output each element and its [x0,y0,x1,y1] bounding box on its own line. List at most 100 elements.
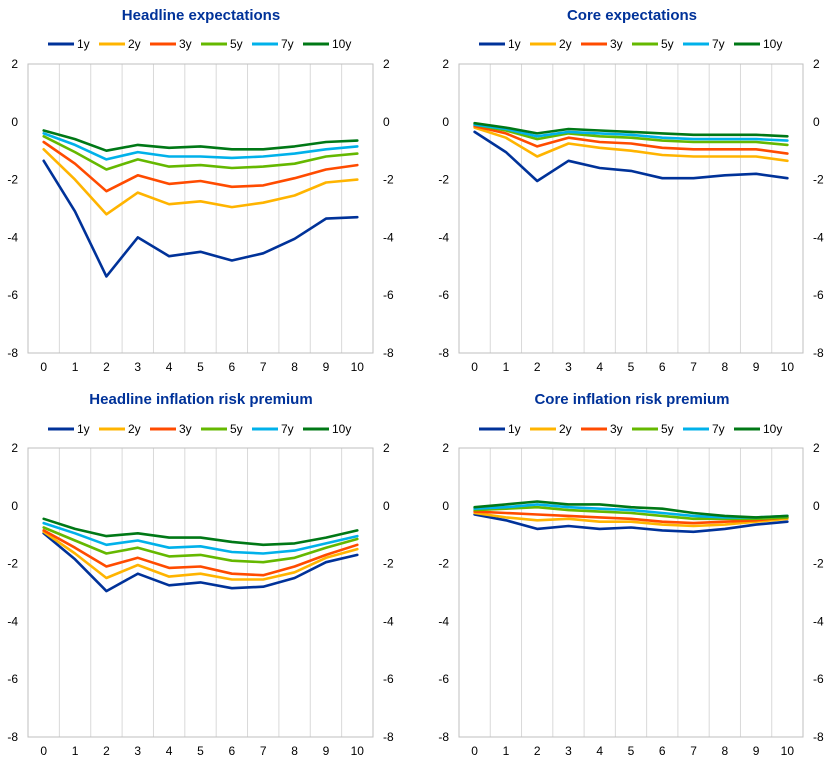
y-tick-label-right: -2 [813,173,824,187]
x-tick-label: 4 [596,744,603,758]
y-tick-label-left: -8 [438,346,449,360]
x-tick-label: 10 [781,360,795,374]
chart-panel-2: Headline inflation risk premium 1y 2y 3y 5y 7… [7,391,394,758]
x-tick-label: 5 [628,744,635,758]
y-tick-label-right: -4 [383,230,394,244]
legend-label: 7y [281,422,294,436]
x-tick-label: 4 [596,360,603,374]
x-tick-label: 7 [690,360,697,374]
x-tick-label: 0 [471,360,478,374]
series-line-2y [473,511,789,528]
y-tick-label-left: -4 [7,614,18,628]
x-tick-label: 6 [659,360,666,374]
x-tick-label: 10 [351,744,365,758]
y-tick-label-left: 0 [442,499,449,513]
y-tick-label-left: -4 [438,230,449,244]
series-line-10y [42,517,359,547]
y-tick-label-left: -8 [7,346,18,360]
y-tick-label-right: -2 [383,173,394,187]
y-tick-label-right: -4 [813,230,824,244]
x-tick-label: 9 [323,360,330,374]
x-tick-label: 9 [753,744,760,758]
chart-title: Headline inflation risk premium [89,391,312,408]
legend-label: 1y [508,37,521,51]
legend-item: 5y [632,422,674,436]
y-tick-label-right: -6 [813,288,824,302]
legend-label: 3y [610,422,623,436]
x-tick-label: 8 [291,360,298,374]
y-tick-label-right: -8 [813,346,824,360]
y-tick-label-left: -2 [438,173,449,187]
series-line-3y [473,124,789,155]
y-tick-label-left: -8 [438,730,449,744]
chart-panel-0: Headline expectations 1y 2y 3y 5y 7y 10y 2 2 0 0 -2… [7,7,394,374]
legend-item: 7y [683,422,725,436]
legend-item: 2y [99,37,141,51]
y-tick-label-left: -8 [7,730,18,744]
y-tick-label-left: 2 [11,57,18,71]
series-line-7y [473,123,789,142]
x-tick-label: 3 [565,744,572,758]
x-tick-label: 3 [134,744,141,758]
x-tick-label: 5 [628,360,635,374]
series-line-5y [473,123,789,147]
series-line-5y [473,505,789,521]
y-tick-label-left: 2 [442,441,449,455]
series-line-10y [473,121,789,138]
legend-item: 7y [252,37,294,51]
legend-item: 5y [201,422,243,436]
legend-label: 10y [763,422,782,436]
x-tick-label: 8 [721,360,728,374]
y-tick-label-left: -4 [438,614,449,628]
series-line-2y [473,126,789,163]
legend-item: 2y [99,422,141,436]
legend-item: 1y [48,37,90,51]
legend-item: 5y [201,37,243,51]
legend-item: 1y [479,37,521,51]
legend-item: 3y [581,37,623,51]
series-line-2y [42,148,359,216]
legend-label: 5y [661,422,674,436]
plot-frame [458,63,804,354]
y-tick-label-right: -8 [383,730,394,744]
chart-title: Core expectations [567,7,697,24]
legend-item: 10y [303,37,351,51]
y-tick-label-left: -6 [438,288,449,302]
legend-label: 1y [77,422,90,436]
y-tick-label-right: -6 [813,672,824,686]
y-tick-label-right: -2 [383,557,394,571]
chart-title: Core inflation risk premium [534,391,729,408]
chart-panel-3: Core inflation risk premium 1y 2y 3y 5y 7y 10y… [438,391,824,758]
series-line-1y [473,513,789,534]
legend-item: 7y [252,422,294,436]
legend-item: 1y [48,422,90,436]
series-line-1y [42,531,359,593]
y-tick-label-left: -6 [7,672,18,686]
x-tick-label: 7 [690,744,697,758]
x-tick-label: 0 [471,744,478,758]
y-tick-label-right: -6 [383,288,394,302]
series-line-7y [42,132,359,161]
legend-item: 3y [150,422,192,436]
legend-label: 2y [559,422,572,436]
x-tick-label: 8 [721,744,728,758]
y-tick-label-right: 2 [383,57,390,71]
x-tick-label: 2 [103,360,110,374]
y-tick-label-right: 2 [383,441,390,455]
y-tick-label-left: 2 [442,57,449,71]
y-tick-label-right: -6 [383,672,394,686]
legend-label: 10y [763,37,782,51]
y-tick-label-right: -4 [383,614,394,628]
series-line-1y [473,130,789,183]
series-line-7y [42,521,359,555]
x-tick-label: 0 [40,744,47,758]
plot-frame [458,447,804,738]
legend-item: 5y [632,37,674,51]
legend-item: 10y [734,37,782,51]
chart-title: Headline expectations [122,7,280,24]
y-tick-label-left: 0 [442,115,449,129]
x-tick-label: 9 [753,360,760,374]
x-tick-label: 2 [534,360,541,374]
